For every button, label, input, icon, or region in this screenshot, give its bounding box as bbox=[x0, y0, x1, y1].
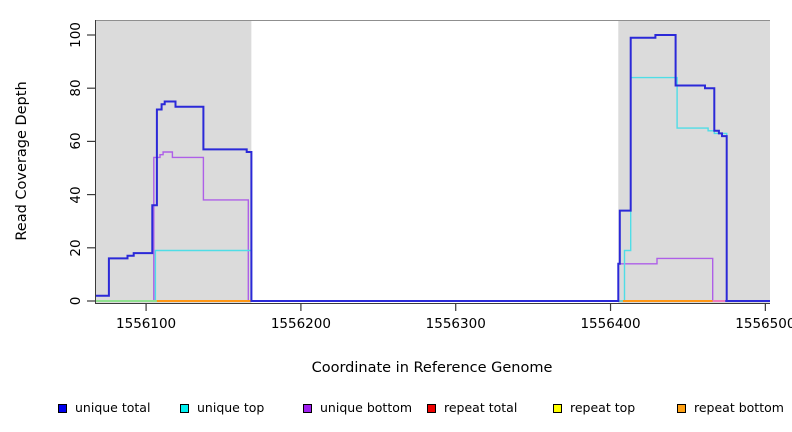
x-tick-label: 1556400 bbox=[580, 316, 641, 332]
y-tick-label: 100 bbox=[68, 22, 84, 48]
series-unique-total bbox=[95, 34, 770, 302]
x-tick-label: 1556200 bbox=[270, 316, 331, 332]
legend-item-unique-bottom: unique bottom bbox=[303, 401, 412, 415]
legend-swatch-unique-total bbox=[58, 403, 67, 413]
legend-item-unique-top: unique top bbox=[180, 401, 264, 415]
y-tick-label: 80 bbox=[68, 79, 84, 97]
legend-item-repeat-bottom: repeat bottom bbox=[677, 401, 784, 415]
legend-swatch-repeat-total bbox=[427, 403, 436, 413]
legend-label: unique total bbox=[75, 400, 151, 415]
right-gray-band bbox=[618, 20, 770, 303]
legend-label: unique top bbox=[197, 400, 265, 415]
legend-item-unique-total: unique total bbox=[58, 401, 150, 415]
legend-swatch-unique-bottom bbox=[303, 403, 312, 413]
series-unique-top bbox=[95, 76, 770, 302]
y-tick-label: 60 bbox=[68, 132, 84, 150]
legend-item-repeat-total: repeat total bbox=[427, 401, 517, 415]
legend-label: repeat total bbox=[444, 400, 518, 415]
legend-label: repeat top bbox=[570, 400, 636, 415]
y-tick-label: 0 bbox=[68, 296, 84, 306]
legend-item-repeat-top: repeat top bbox=[553, 401, 635, 415]
y-tick-label: 40 bbox=[68, 186, 84, 204]
series-unique-bottom bbox=[95, 151, 770, 302]
plot-area bbox=[87, 20, 770, 311]
legend-swatch-repeat-top bbox=[553, 403, 562, 413]
legend-swatch-repeat-bottom bbox=[677, 403, 686, 413]
legend-label: unique bottom bbox=[320, 400, 413, 415]
legend-swatch-unique-top bbox=[180, 403, 189, 413]
y-axis-title: Read Coverage Depth bbox=[14, 81, 30, 241]
x-tick-label: 1556500 bbox=[735, 316, 792, 332]
x-tick-label: 1556300 bbox=[425, 316, 486, 332]
x-tick-label: 1556100 bbox=[116, 316, 177, 332]
y-tick-label: 20 bbox=[68, 239, 84, 257]
left-gray-band bbox=[95, 20, 252, 303]
legend-label: repeat bottom bbox=[694, 400, 784, 415]
x-axis-title: Coordinate in Reference Genome bbox=[311, 360, 553, 376]
